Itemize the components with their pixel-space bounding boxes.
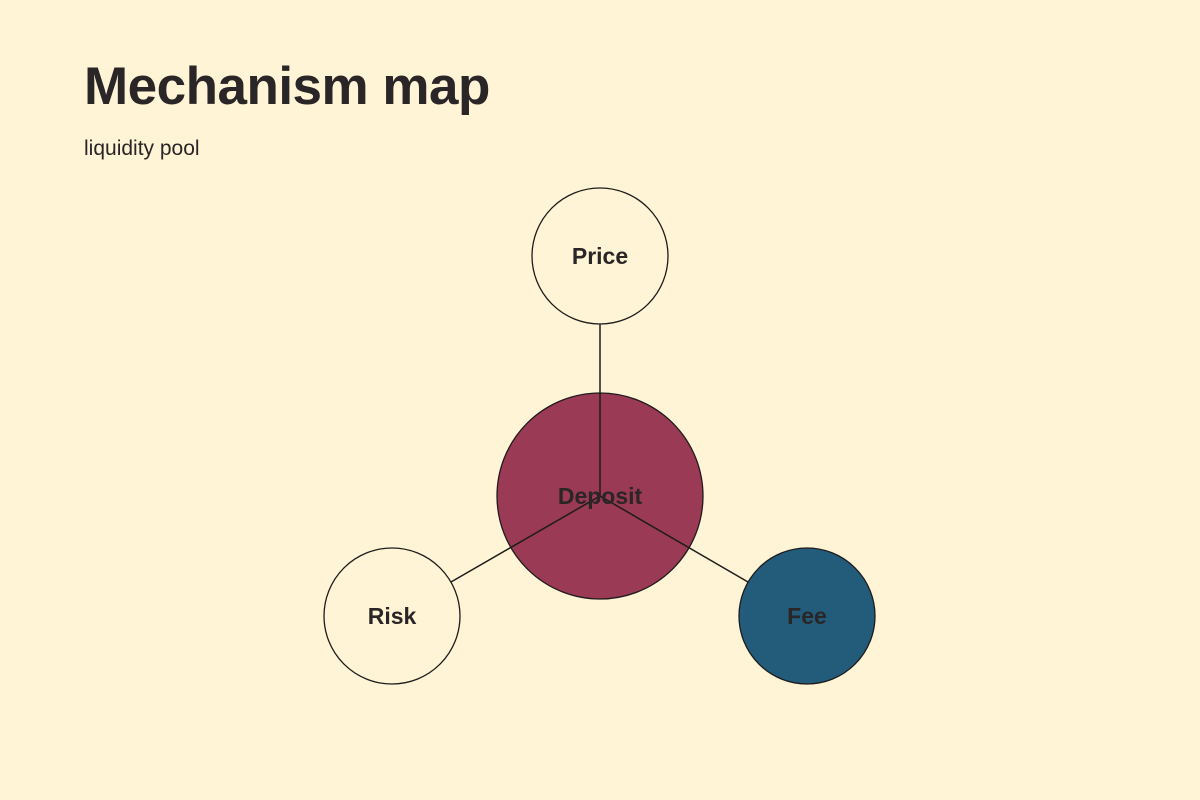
node-price-label: Price <box>572 243 628 269</box>
page-subtitle: liquidity pool <box>84 137 200 160</box>
node-fee[interactable]: Fee <box>738 547 876 685</box>
node-risk[interactable]: Risk <box>323 547 461 685</box>
node-deposit-label: Deposit <box>558 483 643 509</box>
edge-deposit-fee <box>599 495 749 583</box>
page-title: Mechanism map <box>84 57 490 116</box>
node-fee-circle <box>738 547 876 685</box>
edge-deposit-risk <box>450 495 601 583</box>
node-risk-circle <box>323 547 461 685</box>
node-fee-label: Fee <box>787 603 827 629</box>
node-risk-label: Risk <box>368 603 417 629</box>
node-price[interactable]: Price <box>531 187 669 325</box>
